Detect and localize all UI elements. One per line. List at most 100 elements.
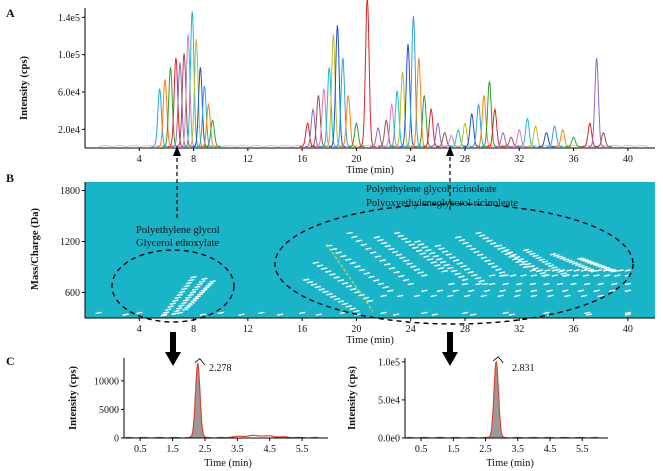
panel-b-ion-mark [209, 280, 216, 283]
panel-b-ion-mark [489, 282, 496, 286]
panel-a-trace [192, 67, 209, 148]
panel-b-ion-mark [436, 257, 443, 261]
panel-b-ion-mark [341, 302, 348, 306]
panel-b-ion-mark [205, 284, 212, 288]
panel-a-trace [538, 131, 555, 148]
panel-b-ion-mark [373, 235, 380, 239]
panel-b-ion-mark [182, 308, 189, 311]
panel-b-ion-mark [517, 258, 524, 261]
panel-b-ion-mark [379, 259, 386, 262]
panel-b-ion-mark [407, 282, 414, 286]
panel-b-ion-mark [194, 285, 201, 289]
panel-b-ion-mark [415, 249, 423, 252]
panel-b-ion-mark [354, 265, 361, 268]
panel-b-ion-mark [199, 313, 207, 316]
panel-a-trace [503, 136, 520, 148]
panel-a-trace [321, 67, 338, 148]
panel-a-trace [196, 85, 213, 148]
panel-b-ion-mark [482, 282, 489, 286]
panel-b-ion-mark [461, 278, 469, 282]
panel-b-ion-mark [413, 294, 421, 298]
panel-b-ion-mark [600, 266, 607, 269]
panel-b-ion-mark [537, 269, 544, 272]
panel-b-ion-mark [349, 261, 356, 265]
panel-b-ion-mark [442, 250, 449, 253]
panel-b-ion-mark [624, 269, 631, 272]
panel-b-ion-mark [551, 269, 558, 272]
panel-b-ion-mark [432, 254, 439, 258]
panel-b-ion-mark [423, 255, 430, 258]
panel-b-ion-mark [597, 282, 604, 286]
panel-b-ion-mark [497, 294, 504, 298]
panel-b-ion-mark [337, 300, 345, 303]
annotation-peg-line1: Polyethylene glycol [136, 225, 220, 236]
panel-b-ion-mark [171, 312, 178, 316]
panel-b-ion-mark [510, 253, 517, 257]
panel-a-trace [511, 128, 528, 148]
panel-b-ion-mark [617, 269, 624, 272]
panel-b-ion-mark [190, 299, 197, 303]
panel-b-ion-mark [189, 291, 197, 294]
panel-b-ion-mark [353, 309, 360, 313]
panel-b-ion-mark [355, 239, 363, 243]
panel-c-right-x-tick-label: 1.5 [447, 444, 460, 455]
panel-a-y-tick-label: 1.4e5 [58, 13, 80, 24]
panel-b-ion-mark [572, 274, 579, 277]
panel-c-right-x-tick-label: 0.5 [415, 444, 428, 455]
panel-b-ion-mark [529, 252, 536, 256]
panel-b-ion-mark [466, 244, 473, 248]
panel-a-trace [486, 107, 503, 148]
panel-a-trace [595, 131, 612, 148]
panel-b-ion-mark [346, 231, 353, 235]
panel-b-ion-mark [380, 294, 387, 298]
panel-b-ion-mark [603, 267, 610, 270]
panel-a-trace [348, 122, 365, 148]
panel-b-ion-mark [503, 249, 510, 252]
panel-c-left-x-label: Time (min) [204, 458, 252, 469]
panel-b-ion-mark [455, 235, 462, 239]
panel-b-ion-mark [312, 261, 319, 265]
panel-b-ion-mark [478, 279, 485, 283]
down-arrow-right-shaft [447, 332, 453, 354]
annotation-peg-line2: Glycerol ethoxylate [136, 238, 219, 249]
panel-b-ion-mark [161, 313, 168, 316]
panel-b-ion-mark [489, 274, 496, 277]
panel-c-right-x-tick-label: 2.5 [479, 444, 492, 455]
panel-b-ion-mark [458, 275, 465, 279]
panel-b-ion-mark [439, 260, 447, 264]
panel-b-ion-mark [468, 289, 475, 293]
panel-b-ion-mark [582, 274, 590, 277]
panel-b-ion-mark [491, 265, 498, 268]
panel-b-ion-mark [330, 295, 337, 298]
panel-b-ion-mark [174, 296, 181, 300]
panel-b-ion-mark [506, 251, 514, 254]
annotation-ricinoleate-line1: Polyethylene glycol ricinoleate [366, 184, 497, 195]
panel-b-ion-mark [337, 279, 344, 282]
panel-b-ion-mark [349, 307, 356, 311]
panel-b-ion-mark [315, 313, 322, 316]
panel-a-trace [588, 57, 605, 148]
panel-b-ion-mark [368, 275, 375, 279]
panel-b-ion-mark [584, 311, 591, 315]
panel-b-ion-mark [333, 297, 341, 301]
panel-b-ion-mark [579, 258, 587, 261]
panel-a-ticks: 4 8 12 16 20 24 28 32 36 40 2.0e4 6.0e4 1.0e5 1.4e5 [58, 13, 633, 165]
panel-b-ion-mark [413, 268, 421, 271]
panel-b-ion-mark [541, 274, 548, 277]
panel-b-ion-mark [624, 313, 631, 316]
panel-c-right-y-tick-label: 5.0e4 [378, 395, 400, 406]
panel-b-ion-mark [463, 294, 471, 298]
panel-b-ion-mark [470, 313, 477, 316]
panel-b-ion-mark [590, 262, 597, 265]
panel-a-traces [98, 0, 649, 148]
panel-a-trace [175, 53, 192, 148]
panel-b-ion-mark [318, 288, 325, 291]
panel-b-ion-mark [562, 274, 569, 277]
panel-b-heatmap: 4 8 12 16 20 24 28 32 36 40 600 1200 1800 Polyethyle… [60, 146, 655, 335]
panel-b-ion-mark [335, 251, 342, 254]
panel-b-ion-mark [388, 267, 396, 270]
panel-b-ion-mark [556, 255, 563, 259]
panel-b-ion-mark [495, 268, 502, 271]
panel-b-ion-mark [196, 282, 203, 286]
panel-b-ion-mark [516, 282, 523, 286]
